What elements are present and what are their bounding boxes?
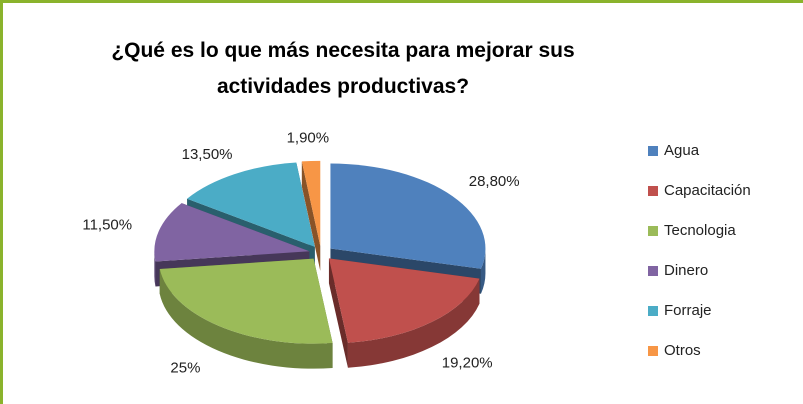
pie-slice [159,258,333,369]
legend-swatch [648,226,658,236]
legend-label: Agua [664,142,700,159]
legend-swatch [648,346,658,356]
slice-side [159,268,333,369]
legend-swatch [648,146,658,156]
slice-side [480,248,486,294]
pie-slice [301,160,321,271]
slice-top [159,258,333,344]
legend-swatch [648,266,658,276]
legend-label: Otros [664,342,701,359]
chart-title: ¿Qué es lo que más necesita para mejorar… [111,39,575,98]
legend-label: Tecnologia [664,222,736,239]
data-label: 19,20% [442,355,493,372]
data-label: 25% [170,359,200,376]
legend-label: Capacitación [664,182,751,199]
slice-top [330,163,486,269]
slice-top [301,160,321,246]
data-label: 1,90% [287,129,330,146]
slice-top [328,258,480,343]
legend-swatch [648,186,658,196]
legend-label: Dinero [664,262,708,279]
legend-label: Forraje [664,302,712,319]
slice-wall [328,258,348,368]
data-label: 13,50% [182,146,233,163]
chart: 1,90% 13,50% 28,80% 11,50% 19,20% 25% Agua Capa… [82,129,751,376]
slice-side [154,251,156,287]
slice-side [347,278,480,368]
slice-top [187,162,315,247]
pie-slice [328,258,480,368]
data-label: 11,50% [82,217,132,234]
legend-swatch [648,306,658,316]
slice-top [154,203,310,262]
slice-wall [301,161,321,271]
data-label: 28,80% [469,173,520,190]
